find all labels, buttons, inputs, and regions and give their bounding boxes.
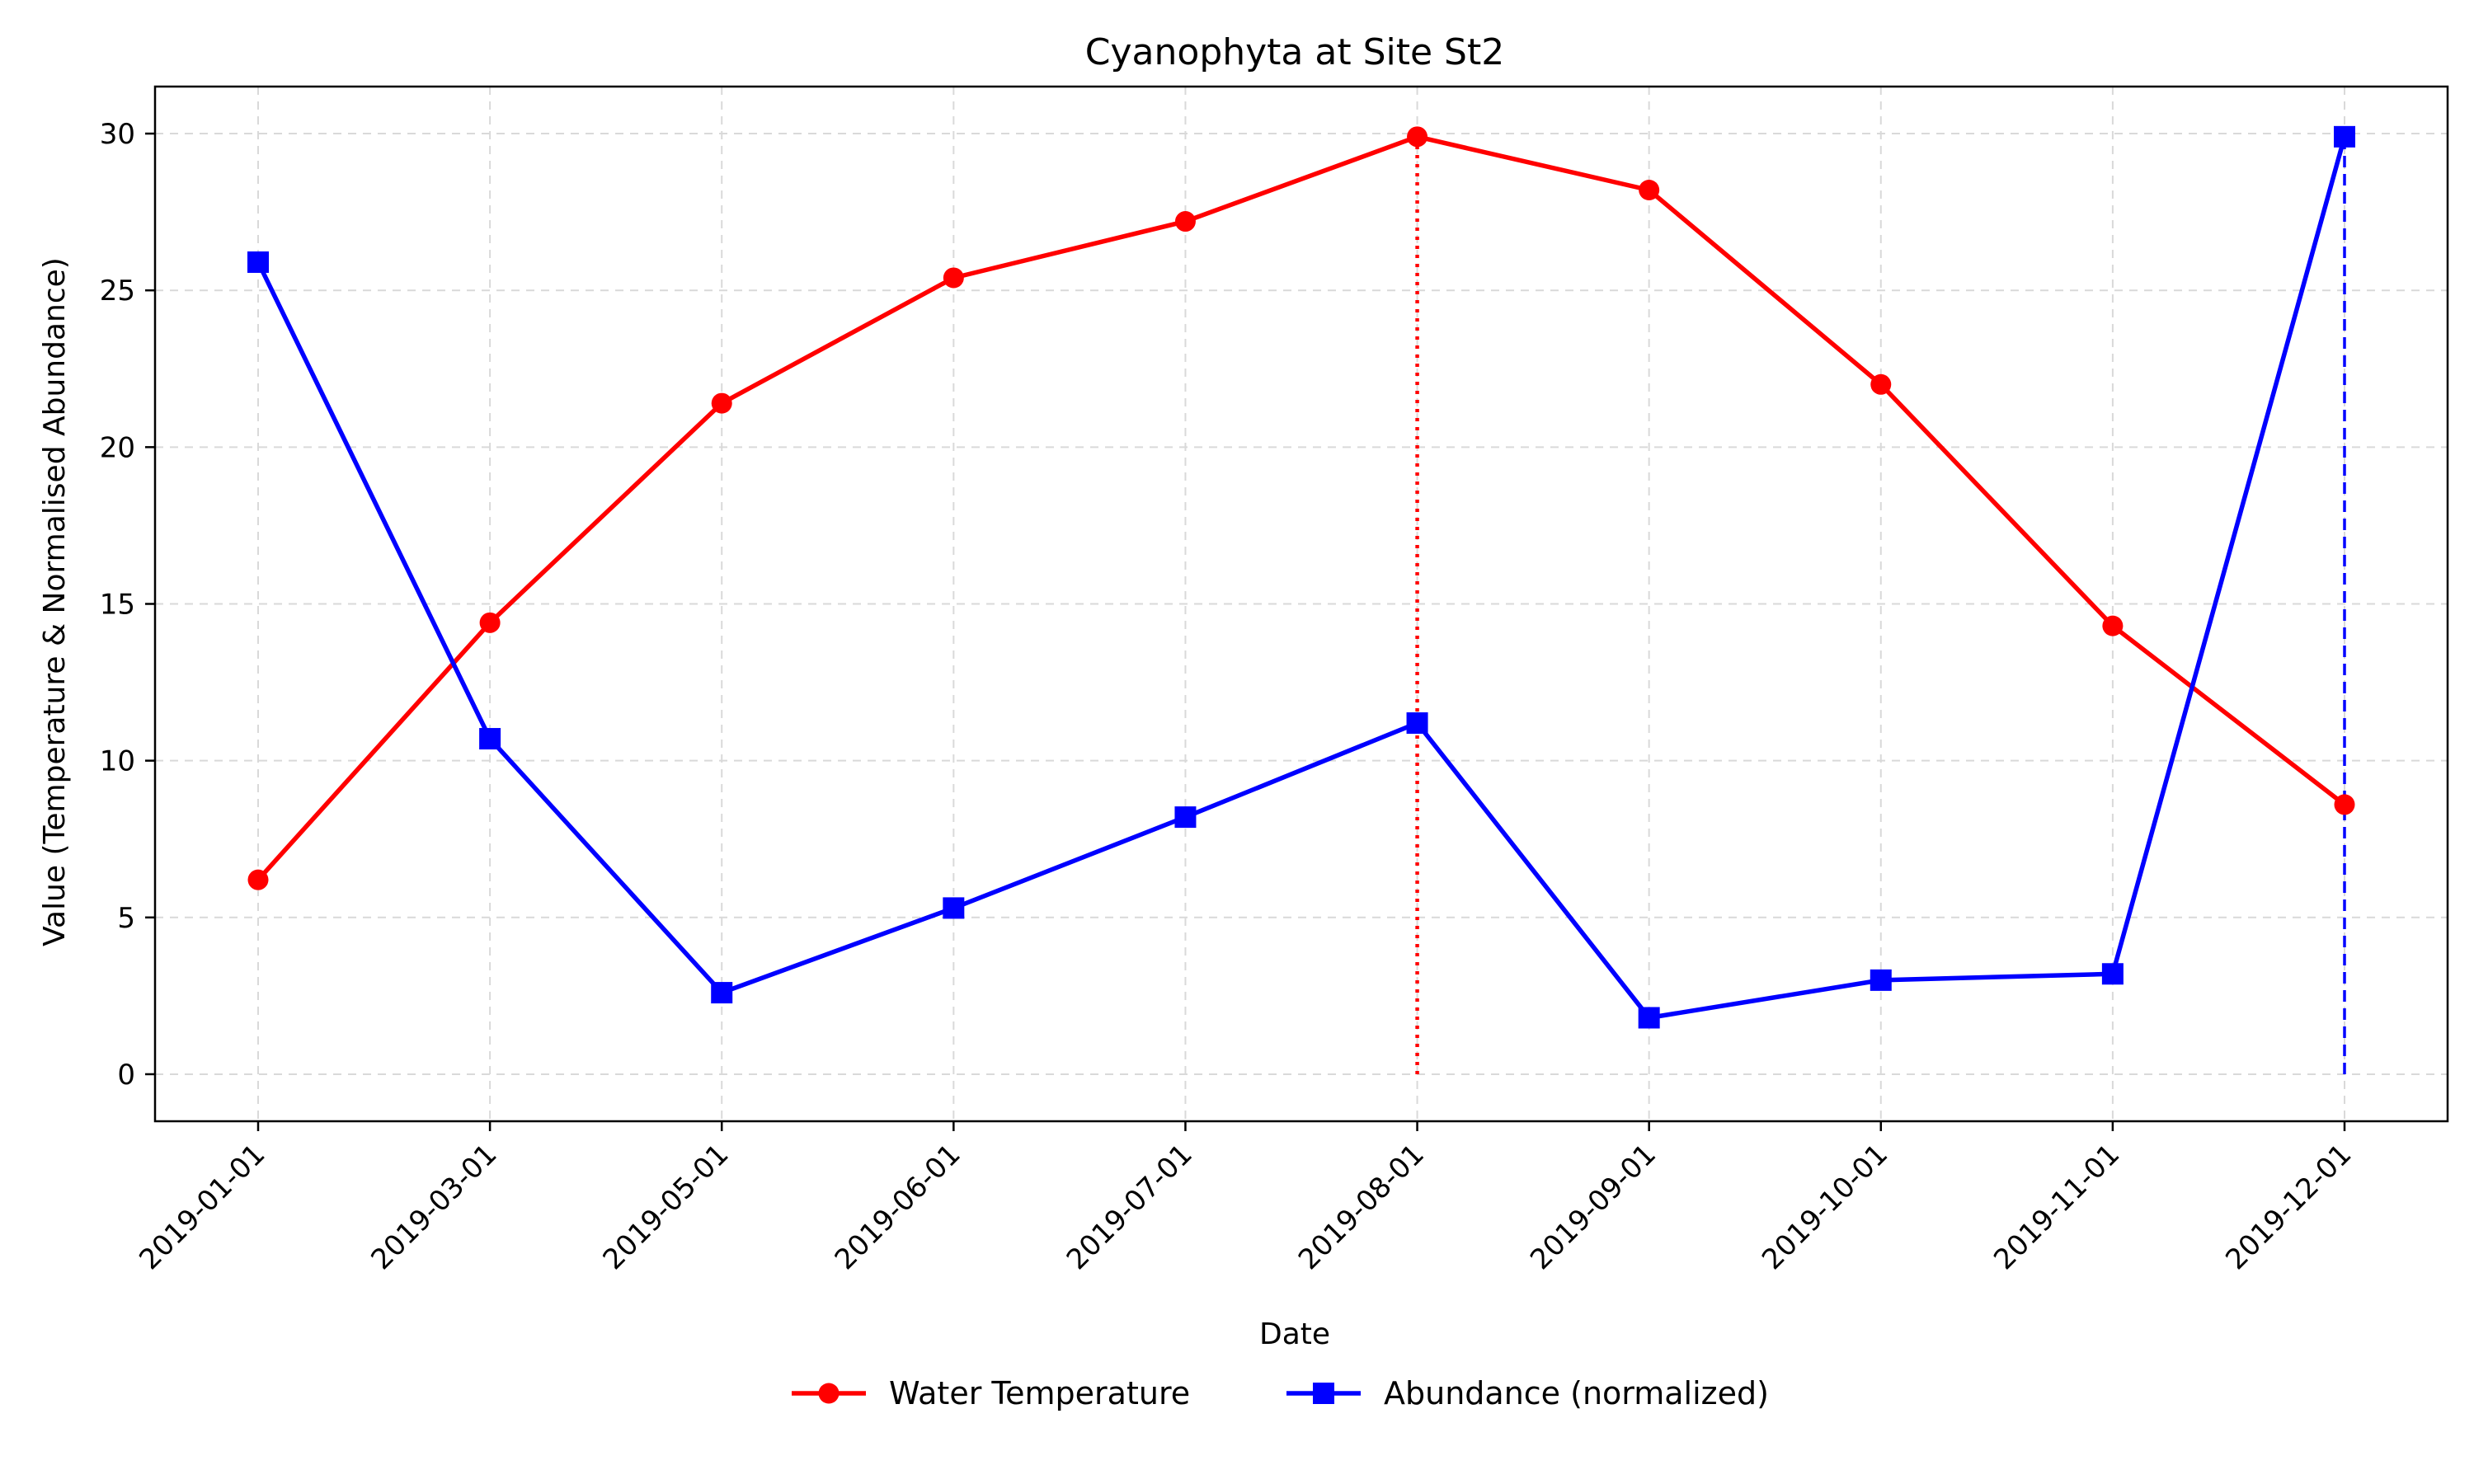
data-point <box>1639 180 1660 200</box>
x-axis-label: Date <box>1259 1317 1330 1351</box>
legend-entry: Water Temperature <box>792 1375 1190 1411</box>
data-point <box>2101 963 2124 985</box>
legend-marker <box>818 1383 840 1404</box>
x-tick-label: 2019-03-01 <box>365 1138 503 1276</box>
x-tick-label: 2019-09-01 <box>1524 1138 1663 1276</box>
data-point <box>1870 969 1892 991</box>
data-point <box>711 982 733 1004</box>
data-point <box>1870 373 1892 395</box>
y-tick-label: 5 <box>117 902 135 935</box>
data-point <box>1638 1007 1660 1029</box>
x-tick-label: 2019-08-01 <box>1292 1138 1431 1276</box>
data-point <box>2334 125 2355 148</box>
x-tick-label: 2019-06-01 <box>829 1138 967 1276</box>
y-tick-label: 10 <box>100 745 135 778</box>
y-tick-label: 25 <box>100 275 135 308</box>
x-tick-label: 2019-07-01 <box>1061 1138 1199 1276</box>
y-axis-label: Value (Temperature & Normalised Abundanc… <box>38 257 72 946</box>
data-point <box>2102 615 2124 636</box>
chart-title: Cyanophyta at Site St2 <box>1085 31 1504 73</box>
data-point <box>1174 211 1196 232</box>
series-group <box>247 125 2355 1029</box>
grid <box>155 87 2448 1121</box>
data-point <box>943 267 964 289</box>
x-tick-label: 2019-10-01 <box>1756 1138 1894 1276</box>
data-point <box>1406 712 1428 735</box>
series-layer <box>247 125 2355 1029</box>
legend: Water Temperature Abundance (normalized) <box>792 1375 1769 1411</box>
y-tick-label: 20 <box>100 431 135 464</box>
data-point <box>711 392 732 414</box>
data-point <box>943 897 965 919</box>
legend-label: Abundance (normalized) <box>1384 1375 1769 1411</box>
x-tick-label: 2019-11-01 <box>1987 1138 2126 1276</box>
y-tick-label: 30 <box>100 118 135 151</box>
reference-lines <box>1415 136 2346 1074</box>
y-tick-label: 0 <box>117 1059 135 1092</box>
data-point <box>2334 794 2355 815</box>
legend-entry: Abundance (normalized) <box>1286 1375 1769 1411</box>
data-point <box>479 612 501 633</box>
data-point <box>247 251 269 273</box>
legend-marker <box>1313 1383 1334 1404</box>
x-tick-label: 2019-01-01 <box>133 1138 271 1276</box>
series-line <box>256 134 2346 882</box>
x-tick-label: 2019-05-01 <box>597 1138 736 1276</box>
legend-label: Water Temperature <box>889 1375 1190 1411</box>
x-tick-label: 2019-12-01 <box>2219 1138 2358 1276</box>
series-line <box>256 136 2347 1021</box>
y-tick-label: 15 <box>100 589 135 622</box>
data-point <box>1407 126 1428 148</box>
series-group <box>247 126 2355 890</box>
axes: 2019-01-01 2019-03-01 2019-05-01 2019-06-01… <box>100 118 2359 1276</box>
data-point <box>247 869 269 890</box>
data-point <box>479 728 501 750</box>
data-point <box>1174 806 1197 829</box>
